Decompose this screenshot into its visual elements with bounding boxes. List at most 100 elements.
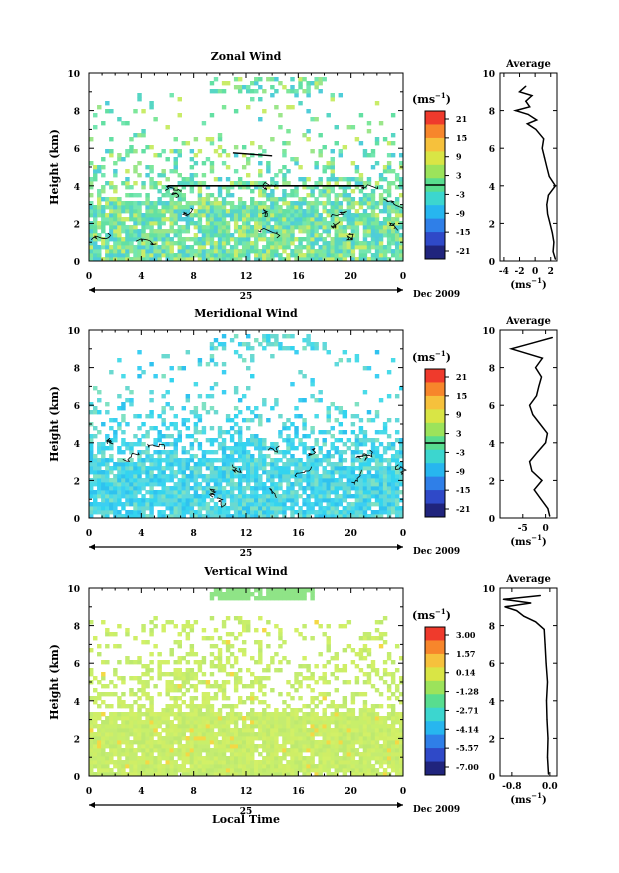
- colorbar-segment: [425, 476, 445, 491]
- heatmap-cell: [338, 209, 344, 214]
- heatmap-cell: [237, 253, 243, 258]
- heatmap-cell: [125, 237, 130, 242]
- heatmap-cell: [189, 510, 195, 515]
- heatmap-cell: [286, 233, 291, 238]
- heatmap-cell: [221, 772, 227, 777]
- heatmap-cell: [169, 744, 174, 749]
- heatmap-cell: [217, 652, 223, 657]
- heatmap-cell: [254, 446, 259, 451]
- heatmap-cell: [209, 736, 215, 741]
- heatmap-cell: [193, 764, 199, 769]
- heatmap-cell: [181, 229, 187, 234]
- heatmap-cell: [310, 696, 315, 701]
- heatmap-cell: [310, 225, 315, 230]
- heatmap-cell: [165, 478, 170, 483]
- heatmap-cell: [310, 229, 315, 234]
- heatmap-cell: [334, 362, 339, 367]
- heatmap-cell: [374, 245, 380, 250]
- heatmap-cell: [205, 752, 211, 757]
- heatmap-cell: [237, 748, 243, 753]
- heatmap-cell: [270, 466, 275, 471]
- heatmap-cell: [246, 245, 251, 250]
- heatmap-cell: [169, 760, 174, 765]
- heatmap-cell: [258, 205, 263, 210]
- heatmap-cell: [302, 225, 307, 230]
- heatmap-cell: [97, 712, 102, 717]
- heatmap-cell: [185, 620, 191, 625]
- heatmap-cell: [246, 205, 251, 210]
- heatmap-cell: [302, 636, 307, 641]
- heatmap-cell: [302, 257, 307, 262]
- heatmap-cell: [213, 89, 219, 94]
- heatmap-cell: [262, 720, 267, 725]
- heatmap-cell: [302, 177, 307, 182]
- colorbar-tick-label: -15: [456, 485, 470, 495]
- heatmap-cell: [193, 410, 199, 415]
- heatmap-cell: [322, 744, 327, 749]
- profile-point: [552, 251, 554, 253]
- heatmap-cell: [93, 466, 98, 471]
- heatmap-cell: [113, 438, 118, 443]
- heatmap-cell: [278, 229, 283, 234]
- heatmap-cell: [177, 189, 182, 194]
- heatmap-cell: [338, 185, 344, 190]
- heatmap-cell: [306, 676, 311, 681]
- heatmap-cell: [173, 506, 178, 511]
- heatmap-cell: [165, 764, 170, 769]
- heatmap-cell: [358, 113, 364, 118]
- heatmap-cell: [330, 93, 335, 98]
- heatmap-cell: [346, 470, 352, 475]
- heatmap-cell: [197, 668, 203, 673]
- heatmap-cell: [185, 237, 191, 242]
- heatmap-cell: [374, 101, 380, 106]
- heatmap-cell: [310, 382, 315, 387]
- heatmap-cell: [233, 752, 239, 757]
- heatmap-cell: [149, 728, 154, 733]
- heatmap-cell: [129, 756, 134, 761]
- heatmap-cell: [310, 378, 315, 383]
- heatmap-cell: [145, 193, 150, 198]
- heatmap-cell: [326, 221, 331, 226]
- heatmap-cell: [97, 728, 102, 733]
- heatmap-cell: [109, 680, 114, 685]
- heatmap-cell: [266, 744, 271, 749]
- heatmap-cell: [205, 362, 211, 367]
- heatmap-cell: [302, 442, 307, 447]
- heatmap-cell: [89, 724, 94, 729]
- heatmap-cell: [241, 620, 247, 625]
- heatmap-cell: [310, 506, 315, 511]
- heatmap-cell: [165, 684, 170, 689]
- heatmap-cell: [386, 462, 392, 467]
- heatmap-cell: [306, 458, 311, 463]
- heatmap-cell: [109, 510, 114, 515]
- heatmap-cell: [266, 502, 271, 507]
- heatmap-cell: [117, 422, 122, 427]
- heatmap-cell: [217, 426, 223, 431]
- heatmap-cell: [286, 217, 291, 222]
- heatmap-cell: [201, 197, 207, 202]
- heatmap-cell: [137, 133, 142, 138]
- heatmap-cell: [149, 764, 154, 769]
- heatmap-cell: [177, 478, 182, 483]
- heatmap-cell: [197, 213, 203, 218]
- heatmap-cell: [250, 233, 255, 238]
- heatmap-cell: [193, 153, 199, 158]
- heatmap-cell: [181, 624, 187, 629]
- heatmap-cell: [185, 462, 191, 467]
- heatmap-cell: [286, 478, 291, 483]
- heatmap-cell: [133, 133, 138, 138]
- heatmap-cell: [274, 716, 279, 721]
- heatmap-cell: [338, 221, 344, 226]
- heatmap-cell: [161, 744, 166, 749]
- heatmap-cell: [274, 502, 279, 507]
- heatmap-cell: [310, 462, 315, 467]
- heatmap-cell: [310, 426, 315, 431]
- heatmap-cell: [334, 482, 339, 487]
- heatmap-cell: [169, 450, 174, 455]
- profile-y-tick-label: 6: [489, 402, 495, 412]
- heatmap-cell: [221, 744, 227, 749]
- heatmap-cell: [254, 245, 259, 250]
- heatmap-cell: [350, 253, 356, 258]
- heatmap-cell: [121, 225, 126, 230]
- heatmap-cell: [129, 490, 134, 495]
